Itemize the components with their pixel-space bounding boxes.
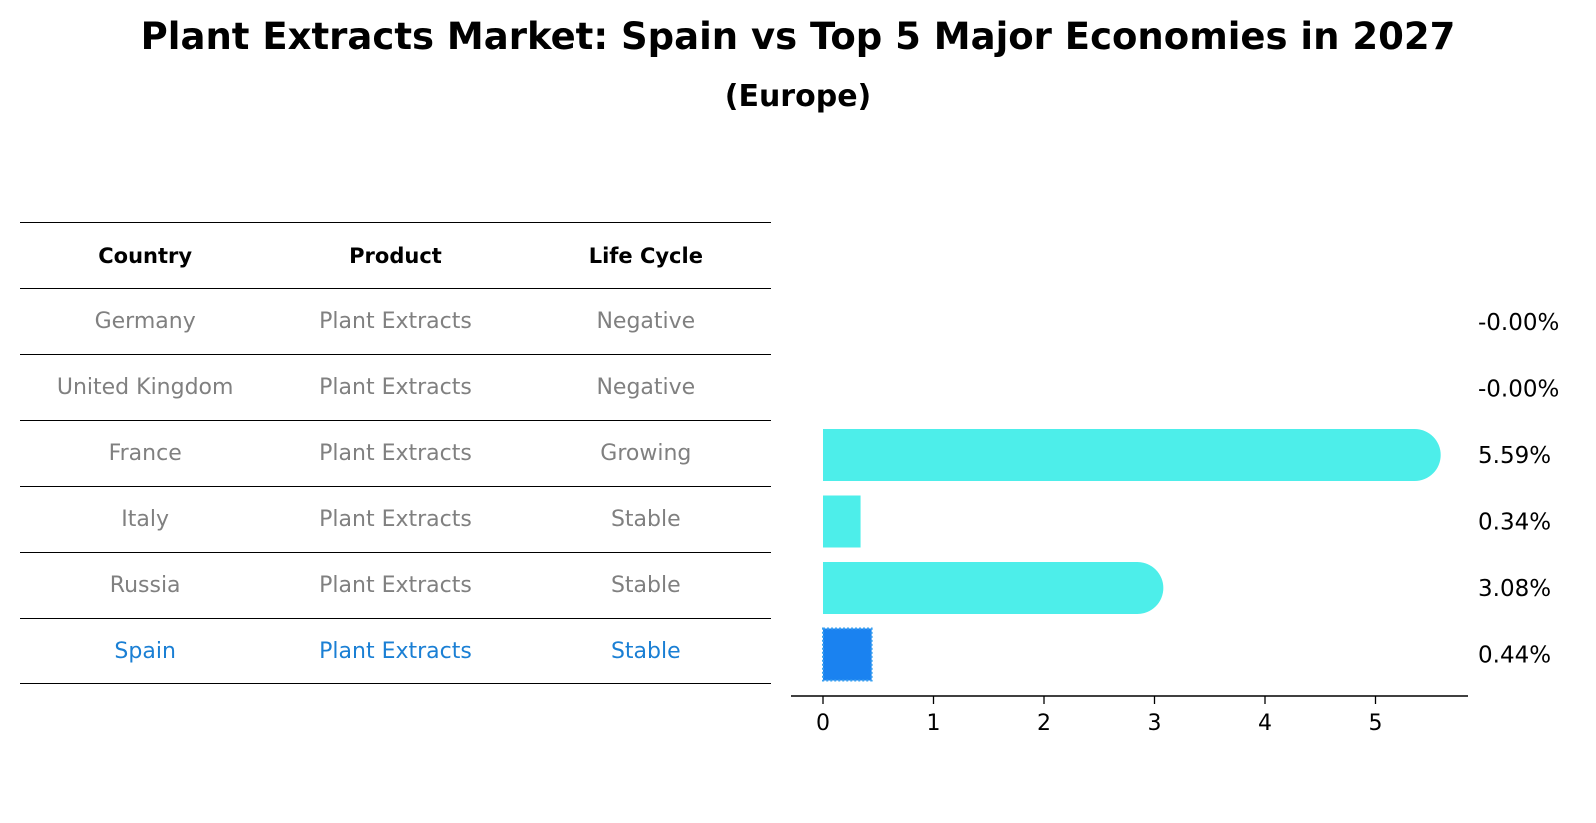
x-tick-label: 3 bbox=[1148, 711, 1162, 736]
cell-life-cycle: Stable bbox=[610, 638, 681, 664]
cell-life-cycle: Stable bbox=[610, 573, 681, 598]
bar-value-label: 5.59% bbox=[1478, 443, 1551, 469]
cell-life-cycle: Negative bbox=[596, 375, 696, 400]
cell-product: Plant Extracts bbox=[319, 441, 472, 466]
cell-life-cycle: Negative bbox=[596, 309, 696, 334]
table-row-highlighted: Spain Plant Extracts Stable bbox=[20, 618, 771, 684]
bar bbox=[823, 495, 861, 548]
cell-country: United Kingdom bbox=[56, 375, 234, 400]
table-row: Russia Plant Extracts Stable bbox=[20, 552, 771, 618]
cell-product: Plant Extracts bbox=[319, 507, 472, 532]
cell-product: Plant Extracts bbox=[319, 309, 472, 334]
bar-value-label: -0.00% bbox=[1478, 310, 1559, 336]
cell-product: Plant Extracts bbox=[319, 375, 472, 400]
bar bbox=[823, 429, 1441, 481]
bar-highlighted bbox=[822, 627, 873, 682]
cell-country: France bbox=[108, 441, 182, 466]
comparison-table: Country Product Life Cycle Germany Plant… bbox=[20, 222, 771, 684]
x-tick-label: 2 bbox=[1037, 711, 1051, 736]
table-row: Italy Plant Extracts Stable bbox=[20, 486, 771, 552]
bar-value-label: 3.08% bbox=[1478, 576, 1551, 602]
table-row: United Kingdom Plant Extracts Negative bbox=[20, 354, 771, 420]
cell-life-cycle: Stable bbox=[610, 507, 681, 532]
cell-country: Russia bbox=[109, 573, 181, 598]
cell-country: Spain bbox=[114, 638, 176, 664]
bar-value-label: 0.44% bbox=[1478, 643, 1551, 669]
cell-life-cycle: Growing bbox=[600, 441, 692, 466]
x-tick-label: 4 bbox=[1258, 711, 1272, 736]
bar-value-label: 0.34% bbox=[1478, 510, 1551, 536]
header-country: Country bbox=[98, 243, 193, 268]
x-tick-label: 1 bbox=[927, 711, 941, 736]
chart-title: Plant Extracts Market: Spain vs Top 5 Ma… bbox=[140, 15, 1456, 58]
header-product: Product bbox=[349, 243, 442, 268]
bar-value-label: -0.00% bbox=[1478, 377, 1559, 403]
table-row: France Plant Extracts Growing bbox=[20, 420, 771, 486]
cell-country: Germany bbox=[94, 309, 196, 334]
cell-country: Italy bbox=[121, 507, 170, 532]
header-life-cycle: Life Cycle bbox=[588, 243, 703, 268]
cell-product: Plant Extracts bbox=[319, 638, 472, 664]
chart-subtitle: (Europe) bbox=[724, 79, 872, 114]
table-row: Germany Plant Extracts Negative bbox=[20, 288, 771, 354]
table-header-row: Country Product Life Cycle bbox=[20, 222, 771, 288]
x-tick-label: 0 bbox=[816, 711, 830, 736]
cell-product: Plant Extracts bbox=[319, 573, 472, 598]
x-tick-label: 5 bbox=[1369, 711, 1383, 736]
bar bbox=[823, 562, 1164, 614]
